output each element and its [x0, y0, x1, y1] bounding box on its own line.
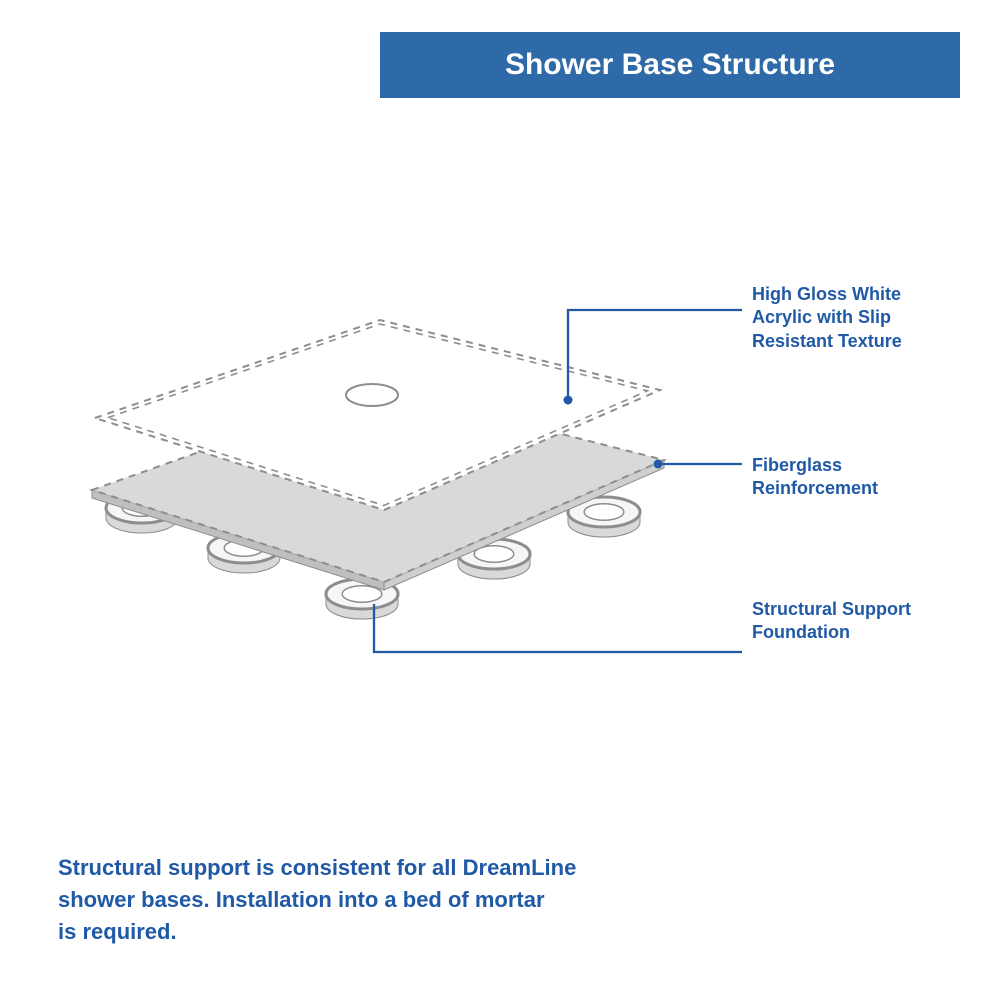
- footer-text: Structural support is consistent for all…: [58, 855, 576, 944]
- callout-mid-text: FiberglassReinforcement: [752, 455, 878, 498]
- callout-bottom-layer: Structural SupportFoundation: [752, 598, 911, 645]
- callout-bottom-text: Structural SupportFoundation: [752, 599, 911, 642]
- callout-top-layer: High Gloss WhiteAcrylic with SlipResista…: [752, 283, 902, 353]
- footer-note: Structural support is consistent for all…: [58, 852, 576, 948]
- callout-mid-layer: FiberglassReinforcement: [752, 454, 878, 501]
- callout-top-text: High Gloss WhiteAcrylic with SlipResista…: [752, 284, 902, 351]
